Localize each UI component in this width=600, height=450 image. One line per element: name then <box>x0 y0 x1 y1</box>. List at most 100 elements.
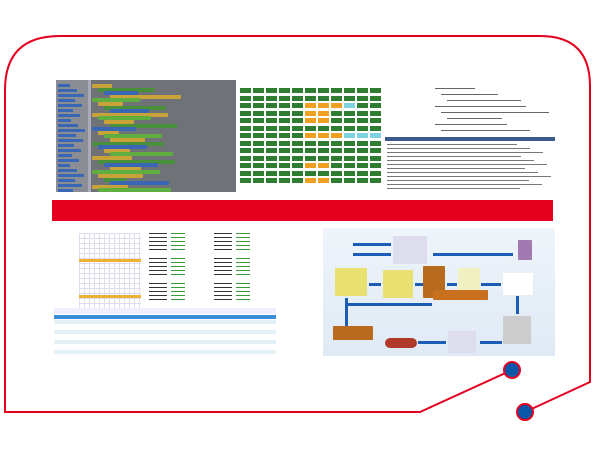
info-text <box>149 266 167 267</box>
code-block <box>104 120 134 124</box>
code-block <box>110 166 141 171</box>
grid-cell <box>344 170 355 176</box>
flow-arrow <box>433 253 513 256</box>
code-line <box>435 106 526 107</box>
info-value <box>171 270 185 271</box>
info-value <box>171 295 185 296</box>
grid-cell <box>318 140 329 146</box>
code-block <box>98 188 171 192</box>
palette-block <box>58 179 75 182</box>
grid-cell <box>318 88 329 93</box>
operator-station-box <box>393 236 427 264</box>
table-row <box>54 340 276 344</box>
info-text <box>214 258 232 259</box>
grid-cell <box>240 95 251 101</box>
code-block <box>92 170 160 175</box>
grid-cell <box>266 95 277 101</box>
palette-block <box>58 154 72 157</box>
grid-cell <box>253 103 264 108</box>
code-block <box>110 109 149 114</box>
code-block <box>104 177 126 182</box>
grid-cell <box>279 155 290 161</box>
palette-block <box>58 159 79 162</box>
code-block <box>92 141 164 146</box>
code-block <box>110 152 173 157</box>
code-block <box>92 98 140 103</box>
grid-cell <box>253 118 264 123</box>
code-block <box>104 134 162 139</box>
flow-arrow <box>345 298 348 326</box>
palette-block <box>58 109 73 112</box>
grid-cell <box>292 170 303 176</box>
info-text <box>214 233 232 234</box>
grid-cell <box>357 178 368 183</box>
code-line <box>447 118 502 119</box>
grid-cell <box>370 163 381 168</box>
info-value <box>171 237 185 238</box>
frame-dot-1 <box>503 361 521 379</box>
info-value <box>236 283 250 284</box>
grid-cell <box>370 118 381 123</box>
grid-cell <box>331 125 342 131</box>
grid-cell <box>266 148 277 153</box>
grid-cell <box>253 170 264 176</box>
grid-cell <box>279 148 290 153</box>
palette-block <box>58 164 70 167</box>
grid-cell <box>253 88 264 93</box>
grid-cell <box>292 178 303 183</box>
palette-block <box>58 84 70 87</box>
info-text <box>149 270 167 271</box>
grid-cell <box>357 88 368 93</box>
grid-cell <box>305 95 316 101</box>
grid-cell <box>370 170 381 176</box>
grid-cell <box>266 178 277 183</box>
grid-cell <box>279 118 290 123</box>
grid-cell <box>240 148 251 153</box>
code-block <box>110 94 181 99</box>
grid-cell <box>279 110 290 116</box>
palette-block <box>58 99 75 102</box>
grid-cell <box>344 95 355 101</box>
info-value <box>236 237 250 238</box>
grid-cell <box>370 103 381 108</box>
grid-cell <box>305 118 316 123</box>
info-value <box>236 266 250 267</box>
grid-cell <box>370 155 381 161</box>
grid-cell <box>318 95 329 101</box>
grid-cell <box>344 178 355 183</box>
info-value <box>171 262 185 263</box>
timeline-bar <box>79 295 141 298</box>
info-value <box>171 283 185 284</box>
code-block <box>98 116 151 121</box>
palette-block <box>58 119 71 122</box>
info-text <box>149 258 167 259</box>
grid-cell <box>318 118 329 123</box>
output-panel-header <box>385 137 555 141</box>
grid-cell <box>279 103 290 108</box>
code-block <box>92 184 128 189</box>
code-block <box>98 174 143 178</box>
info-text <box>214 266 232 267</box>
grid-cell <box>266 155 277 161</box>
info-text <box>214 283 232 284</box>
flow-arrow <box>369 283 381 286</box>
grid-cell <box>253 140 264 146</box>
code-block <box>98 145 147 150</box>
grid-cell <box>370 133 381 138</box>
palette-block <box>58 94 84 97</box>
info-value <box>236 299 250 300</box>
grid-cell <box>240 155 251 161</box>
palette-block <box>58 129 85 132</box>
grid-cell <box>318 125 329 131</box>
grid-cell <box>305 178 316 183</box>
info-text <box>214 249 232 250</box>
info-text <box>214 270 232 271</box>
flow-arrow <box>418 341 446 344</box>
info-text <box>149 287 167 288</box>
barcode-box <box>503 273 533 295</box>
info-value <box>236 249 250 250</box>
grid-cell <box>357 140 368 146</box>
code-block <box>110 138 145 142</box>
grid-cell <box>318 133 329 138</box>
